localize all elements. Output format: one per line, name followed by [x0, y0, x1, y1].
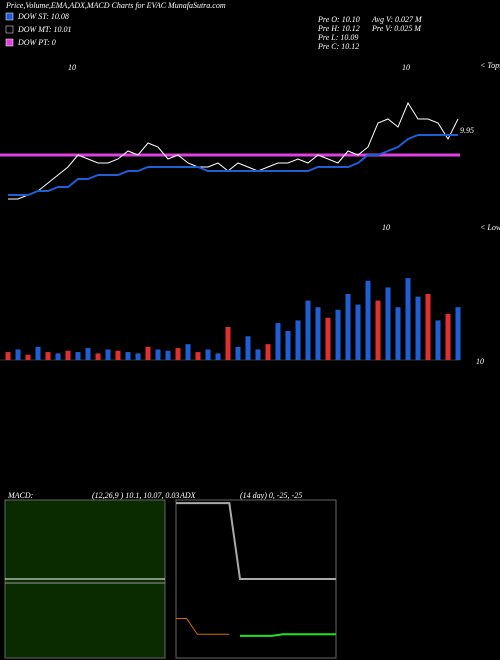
top-mark: 10: [68, 63, 76, 72]
volume-bar: [215, 353, 221, 360]
low-mark: 10: [382, 223, 390, 232]
volume-bar: [305, 300, 311, 360]
adx-line: [176, 618, 230, 635]
stat: Pre C: 10.12: [317, 42, 359, 51]
volume-bar: [335, 309, 341, 360]
volume-bar: [85, 348, 91, 360]
title: Price,Volume,EMA,ADX,MACD Charts for EVA…: [5, 1, 226, 10]
volume-bar: [385, 287, 391, 360]
legend-label: DOW MT: 10.01: [17, 25, 72, 34]
line: [8, 134, 458, 196]
legend-swatch: [5, 38, 14, 47]
adx-line: [176, 502, 336, 580]
macd-params: (12,26,9 ) 10.1, 10.07, 0.03: [92, 491, 179, 500]
stat: Avg V: 0.027 M: [371, 15, 423, 24]
legend-swatch: [5, 12, 14, 21]
volume-bar: [125, 352, 131, 360]
volume-bar: [205, 349, 211, 360]
volume-bar: [195, 352, 201, 360]
volume-bar: [65, 350, 71, 360]
volume-bar: [95, 353, 101, 360]
volume-bar: [45, 352, 51, 360]
volume-bar: [75, 352, 81, 360]
volume-bar: [115, 350, 121, 360]
volume-bar: [455, 307, 461, 360]
volume-bar: [145, 346, 151, 360]
top-mark: 10: [402, 63, 410, 72]
volume-bar: [265, 344, 271, 360]
volume-bar: [415, 296, 421, 360]
volume-bar: [5, 352, 11, 360]
stat: Pre H: 10.12: [317, 24, 360, 33]
legend-label: DOW ST: 10.08: [17, 12, 69, 21]
volume-bar: [135, 353, 141, 360]
adx-label: ADX: [179, 491, 197, 500]
volume-bar: [425, 294, 431, 360]
volume-bar: [35, 346, 41, 360]
legend-label: DOW PT: 0: [17, 38, 56, 47]
legend-swatch: [5, 25, 14, 34]
volume-bar: [155, 349, 161, 360]
volume-bar: [405, 278, 411, 360]
volume-bar: [315, 307, 321, 360]
volume-bar: [55, 353, 61, 360]
volume-bar: [275, 323, 281, 360]
last-label: 9.95: [460, 126, 474, 135]
lows-label: < Lows: [480, 223, 500, 232]
volume-bar: [25, 354, 31, 360]
volume-bar: [445, 313, 451, 360]
volume-bar: [355, 304, 361, 360]
stat: Pre L: 10.09: [317, 33, 358, 42]
volume-bar: [435, 320, 441, 360]
volume-bar: [185, 344, 191, 360]
line: [8, 101, 459, 200]
volume-bar: [365, 280, 371, 360]
volume-bar: [345, 294, 351, 360]
volume-bar: [165, 350, 171, 360]
volume-bar: [295, 320, 301, 360]
volume-bar: [375, 300, 381, 360]
volume-bar: [255, 349, 261, 360]
bottom-label: 10: [476, 357, 484, 366]
volume-bar: [235, 346, 241, 360]
volume-bar: [105, 349, 111, 360]
adx-params: (14 day) 0, -25, -25: [240, 491, 302, 500]
stat: Pre O: 10.10: [317, 15, 360, 24]
volume-bar: [245, 336, 251, 360]
volume-bar: [175, 348, 181, 360]
volume-bar: [225, 327, 231, 360]
tops-label: < Tops: [480, 61, 500, 70]
volume-bar: [285, 330, 291, 360]
volume-bar: [395, 307, 401, 360]
adx-line: [240, 633, 336, 637]
macd-label: MACD:: [7, 491, 34, 500]
volume-bar: [15, 349, 21, 360]
stat: Pre V: 0.025 M: [371, 24, 422, 33]
volume-bar: [325, 317, 331, 360]
